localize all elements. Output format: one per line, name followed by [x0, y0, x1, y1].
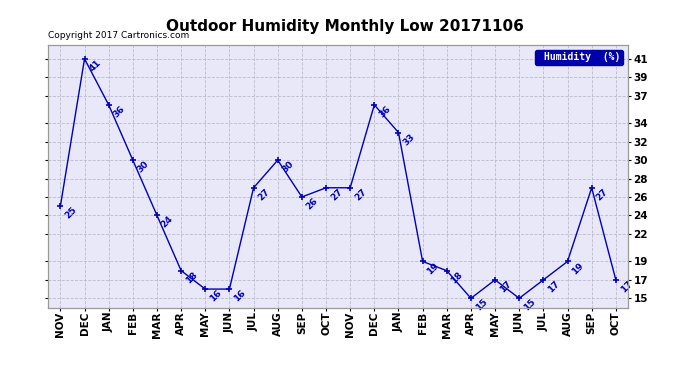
Text: 17: 17: [498, 279, 513, 294]
Text: 16: 16: [233, 288, 248, 304]
Text: 36: 36: [377, 104, 393, 119]
Text: 18: 18: [450, 270, 465, 285]
Text: 19: 19: [571, 261, 586, 276]
Text: 25: 25: [63, 206, 79, 220]
Legend: Humidity  (%): Humidity (%): [535, 50, 623, 65]
Text: Copyright 2017 Cartronics.com: Copyright 2017 Cartronics.com: [48, 31, 190, 40]
Text: 33: 33: [402, 132, 417, 147]
Text: 41: 41: [88, 58, 103, 74]
Text: 16: 16: [208, 288, 224, 304]
Text: 36: 36: [112, 104, 127, 119]
Text: Outdoor Humidity Monthly Low 20171106: Outdoor Humidity Monthly Low 20171106: [166, 19, 524, 34]
Text: 26: 26: [305, 196, 320, 211]
Text: 18: 18: [184, 270, 199, 285]
Text: 19: 19: [426, 261, 441, 276]
Text: 30: 30: [281, 159, 295, 175]
Text: 17: 17: [619, 279, 634, 294]
Text: 24: 24: [160, 214, 175, 230]
Text: 27: 27: [353, 187, 368, 202]
Text: 15: 15: [522, 298, 538, 313]
Text: 27: 27: [595, 187, 610, 202]
Text: 27: 27: [257, 187, 272, 202]
Text: 17: 17: [546, 279, 562, 294]
Text: 15: 15: [474, 298, 489, 313]
Text: 30: 30: [136, 159, 150, 175]
Text: 27: 27: [329, 187, 344, 202]
